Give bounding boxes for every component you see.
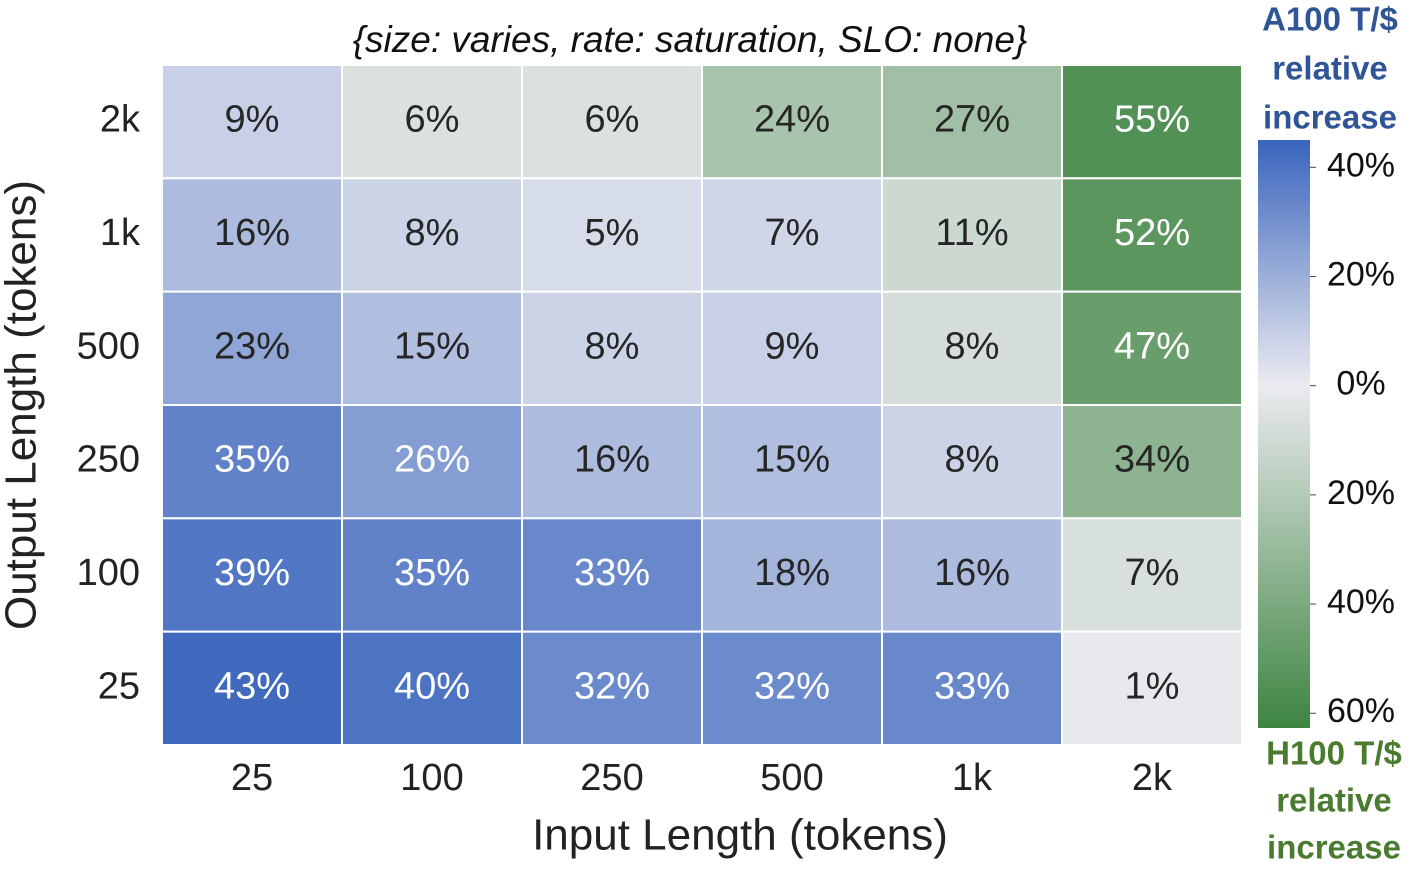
cell-label: 24% [754, 99, 830, 141]
heat-cell [881, 404, 1063, 520]
colorbar-tick-label: 60% [1327, 692, 1395, 730]
colorbar-high-label: increase [1263, 99, 1397, 136]
colorbar-tick-label: 40% [1327, 146, 1395, 184]
heat-cell [161, 630, 343, 747]
cell-label: 43% [214, 665, 290, 707]
heat-cell [1061, 64, 1243, 180]
x-tick-label: 500 [760, 757, 823, 799]
heat-cell [881, 517, 1063, 633]
cell-label: 16% [574, 439, 650, 481]
heat-cell [161, 64, 343, 180]
cell-label: 7% [765, 212, 820, 254]
y-axis-title: Output Length (tokens) [0, 180, 46, 630]
colorbar-high-label: relative [1272, 50, 1388, 87]
heat-cell [701, 517, 883, 633]
y-tick-label: 25 [98, 665, 140, 707]
heat-cell [521, 64, 703, 180]
heat-cell [1061, 630, 1243, 747]
heat-cell [701, 64, 883, 180]
y-tick-label: 250 [77, 439, 140, 481]
cell-label: 16% [934, 552, 1010, 594]
cell-label: 47% [1114, 325, 1190, 367]
x-axis-title: Input Length (tokens) [532, 811, 948, 860]
y-tick-label: 1k [100, 212, 141, 254]
x-tick-label: 1k [952, 757, 993, 799]
cell-label: 8% [945, 325, 1000, 367]
colorbar-tick-label: 0% [1336, 365, 1385, 403]
cell-label: 32% [754, 665, 830, 707]
heat-cell [521, 517, 703, 633]
x-tick-label: 25 [231, 757, 273, 799]
heat-cell [1061, 290, 1243, 406]
cell-label: 35% [394, 552, 470, 594]
chart-title: {size: varies, rate: saturation, SLO: no… [353, 19, 1028, 60]
cell-label: 15% [394, 325, 470, 367]
cell-label: 26% [394, 439, 470, 481]
cell-label: 55% [1114, 99, 1190, 141]
heat-cell [521, 404, 703, 520]
y-tick-label: 2k [100, 99, 141, 141]
cell-label: 33% [574, 552, 650, 594]
cell-label: 16% [214, 212, 290, 254]
cell-label: 32% [574, 665, 650, 707]
colorbar [1258, 140, 1310, 728]
heat-cell [341, 290, 523, 406]
heat-cell [341, 64, 523, 180]
cell-label: 6% [585, 99, 640, 141]
x-tick-label: 250 [580, 757, 643, 799]
colorbar-tick-label: 40% [1327, 583, 1395, 621]
colorbar-low-label: increase [1267, 829, 1401, 866]
cell-label: 9% [765, 325, 820, 367]
heat-cell [701, 177, 883, 293]
colorbar-high-label: A100 T/$ [1262, 1, 1398, 38]
x-tick-label: 100 [400, 757, 463, 799]
cell-label: 33% [934, 665, 1010, 707]
cell-label: 18% [754, 552, 830, 594]
colorbar-tick-label: 20% [1327, 474, 1395, 512]
cell-label: 6% [405, 99, 460, 141]
heat-cell [1061, 404, 1243, 520]
cell-label: 8% [945, 439, 1000, 481]
cell-label: 35% [214, 439, 290, 481]
heat-cell [701, 290, 883, 406]
heat-cell [701, 404, 883, 520]
colorbar-tick-label: 20% [1327, 255, 1395, 293]
cell-label: 52% [1114, 212, 1190, 254]
heat-cell [701, 630, 883, 747]
heat-cell [881, 630, 1063, 747]
cell-label: 23% [214, 325, 290, 367]
cell-label: 15% [754, 439, 830, 481]
cell-label: 8% [585, 325, 640, 367]
cell-label: 7% [1125, 552, 1180, 594]
cell-label: 1% [1125, 665, 1180, 707]
colorbar-low-label: H100 T/$ [1266, 735, 1402, 772]
cell-label: 39% [214, 552, 290, 594]
heat-cell [341, 177, 523, 293]
cell-label: 9% [225, 99, 280, 141]
cell-label: 40% [394, 665, 470, 707]
cell-label: 11% [935, 212, 1008, 254]
heat-cell [1061, 177, 1243, 293]
y-tick-label: 500 [77, 325, 140, 367]
y-tick-label: 100 [77, 552, 140, 594]
cell-label: 8% [405, 212, 460, 254]
cell-label: 5% [585, 212, 640, 254]
heat-cell [161, 404, 343, 520]
heat-cell [881, 290, 1063, 406]
heat-cell [341, 404, 523, 520]
heat-cell [161, 517, 343, 633]
cell-label: 27% [934, 99, 1010, 141]
cell-label: 34% [1114, 439, 1190, 481]
colorbar-low-label: relative [1276, 782, 1392, 819]
x-tick-label: 2k [1132, 757, 1173, 799]
heat-cell [1061, 517, 1243, 633]
